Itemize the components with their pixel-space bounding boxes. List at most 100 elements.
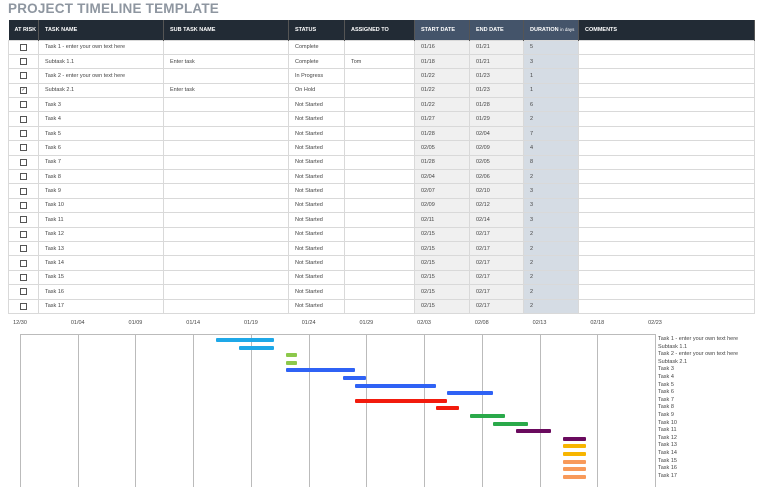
status-cell[interactable]: Not Started <box>288 140 345 156</box>
duration-cell[interactable]: 2 <box>523 284 579 300</box>
at-risk-checkbox[interactable] <box>20 173 27 181</box>
start-date-cell[interactable]: 02/15 <box>414 226 470 242</box>
duration-cell[interactable]: 2 <box>523 169 579 185</box>
comments-cell[interactable] <box>578 97 755 113</box>
task-name-cell[interactable]: Task 9 <box>38 183 164 199</box>
at-risk-checkbox[interactable] <box>20 230 27 238</box>
comments-cell[interactable] <box>578 125 755 142</box>
task-name-cell[interactable]: Task 2 - enter your own text here <box>38 68 164 84</box>
task-name-cell[interactable]: Task 14 <box>38 255 164 271</box>
duration-cell[interactable]: 5 <box>523 39 579 55</box>
task-name-cell[interactable]: Task 6 <box>38 140 164 156</box>
end-date-cell[interactable]: 01/23 <box>469 68 524 84</box>
status-cell[interactable]: Not Started <box>288 255 345 271</box>
status-cell[interactable]: Not Started <box>288 284 345 300</box>
sub-task-cell[interactable] <box>163 97 289 113</box>
at-risk-checkbox[interactable] <box>20 72 27 80</box>
sub-task-cell[interactable] <box>163 111 289 127</box>
sub-task-cell[interactable]: Enter task <box>163 53 289 70</box>
start-date-cell[interactable]: 02/15 <box>414 298 470 314</box>
start-date-cell[interactable]: 01/22 <box>414 82 470 99</box>
at-risk-checkbox[interactable] <box>20 201 27 209</box>
assigned-to-cell[interactable] <box>344 68 415 84</box>
at-risk-checkbox[interactable]: ✓ <box>20 86 27 94</box>
duration-cell[interactable]: 3 <box>523 183 579 199</box>
comments-cell[interactable] <box>578 284 755 300</box>
sub-task-cell[interactable] <box>163 68 289 84</box>
duration-cell[interactable]: 1 <box>523 82 579 99</box>
task-name-cell[interactable]: Task 12 <box>38 226 164 242</box>
status-cell[interactable]: Not Started <box>288 183 345 199</box>
at-risk-checkbox[interactable] <box>20 101 27 109</box>
at-risk-checkbox[interactable] <box>20 245 27 253</box>
end-date-cell[interactable]: 01/23 <box>469 82 524 99</box>
at-risk-checkbox[interactable] <box>20 158 27 166</box>
assigned-to-cell[interactable] <box>344 197 415 214</box>
task-name-cell[interactable]: Task 3 <box>38 97 164 113</box>
status-cell[interactable]: Complete <box>288 53 345 70</box>
comments-cell[interactable] <box>578 39 755 55</box>
assigned-to-cell[interactable] <box>344 240 415 257</box>
comments-cell[interactable] <box>578 82 755 99</box>
sub-task-cell[interactable] <box>163 212 289 228</box>
assigned-to-cell[interactable] <box>344 169 415 185</box>
duration-cell[interactable]: 2 <box>523 226 579 242</box>
sub-task-cell[interactable] <box>163 284 289 300</box>
task-name-cell[interactable]: Task 7 <box>38 154 164 171</box>
assigned-to-cell[interactable] <box>344 284 415 300</box>
assigned-to-cell[interactable] <box>344 82 415 99</box>
comments-cell[interactable] <box>578 140 755 156</box>
comments-cell[interactable] <box>578 111 755 127</box>
status-cell[interactable]: Not Started <box>288 154 345 171</box>
task-name-cell[interactable]: Task 15 <box>38 269 164 286</box>
comments-cell[interactable] <box>578 154 755 171</box>
at-risk-checkbox[interactable] <box>20 259 27 267</box>
end-date-cell[interactable]: 01/21 <box>469 53 524 70</box>
end-date-cell[interactable]: 02/17 <box>469 269 524 286</box>
start-date-cell[interactable]: 02/15 <box>414 284 470 300</box>
start-date-cell[interactable]: 02/04 <box>414 169 470 185</box>
assigned-to-cell[interactable] <box>344 140 415 156</box>
at-risk-checkbox[interactable] <box>20 187 27 195</box>
task-name-cell[interactable]: Task 1 - enter your own text here <box>38 39 164 55</box>
at-risk-checkbox[interactable] <box>20 58 27 66</box>
status-cell[interactable]: Not Started <box>288 111 345 127</box>
sub-task-cell[interactable] <box>163 226 289 242</box>
comments-cell[interactable] <box>578 226 755 242</box>
task-name-cell[interactable]: Task 16 <box>38 284 164 300</box>
end-date-cell[interactable]: 01/28 <box>469 97 524 113</box>
comments-cell[interactable] <box>578 212 755 228</box>
start-date-cell[interactable]: 01/22 <box>414 97 470 113</box>
status-cell[interactable]: Not Started <box>288 226 345 242</box>
start-date-cell[interactable]: 01/22 <box>414 68 470 84</box>
start-date-cell[interactable]: 02/15 <box>414 255 470 271</box>
sub-task-cell[interactable] <box>163 197 289 214</box>
task-name-cell[interactable]: Task 10 <box>38 197 164 214</box>
status-cell[interactable]: Not Started <box>288 269 345 286</box>
end-date-cell[interactable]: 02/17 <box>469 226 524 242</box>
assigned-to-cell[interactable]: Tom <box>344 53 415 70</box>
assigned-to-cell[interactable] <box>344 154 415 171</box>
assigned-to-cell[interactable] <box>344 255 415 271</box>
end-date-cell[interactable]: 02/12 <box>469 197 524 214</box>
comments-cell[interactable] <box>578 68 755 84</box>
sub-task-cell[interactable] <box>163 183 289 199</box>
start-date-cell[interactable]: 02/05 <box>414 140 470 156</box>
sub-task-cell[interactable] <box>163 140 289 156</box>
status-cell[interactable]: Not Started <box>288 240 345 257</box>
assigned-to-cell[interactable] <box>344 212 415 228</box>
assigned-to-cell[interactable] <box>344 125 415 142</box>
end-date-cell[interactable]: 02/17 <box>469 255 524 271</box>
duration-cell[interactable]: 3 <box>523 53 579 70</box>
end-date-cell[interactable]: 02/04 <box>469 125 524 142</box>
end-date-cell[interactable]: 01/29 <box>469 111 524 127</box>
sub-task-cell[interactable]: Enter task <box>163 82 289 99</box>
at-risk-checkbox[interactable] <box>20 273 27 281</box>
at-risk-checkbox[interactable] <box>20 216 27 224</box>
status-cell[interactable]: Not Started <box>288 212 345 228</box>
start-date-cell[interactable]: 02/07 <box>414 183 470 199</box>
end-date-cell[interactable]: 02/10 <box>469 183 524 199</box>
sub-task-cell[interactable] <box>163 240 289 257</box>
assigned-to-cell[interactable] <box>344 39 415 55</box>
start-date-cell[interactable]: 01/16 <box>414 39 470 55</box>
